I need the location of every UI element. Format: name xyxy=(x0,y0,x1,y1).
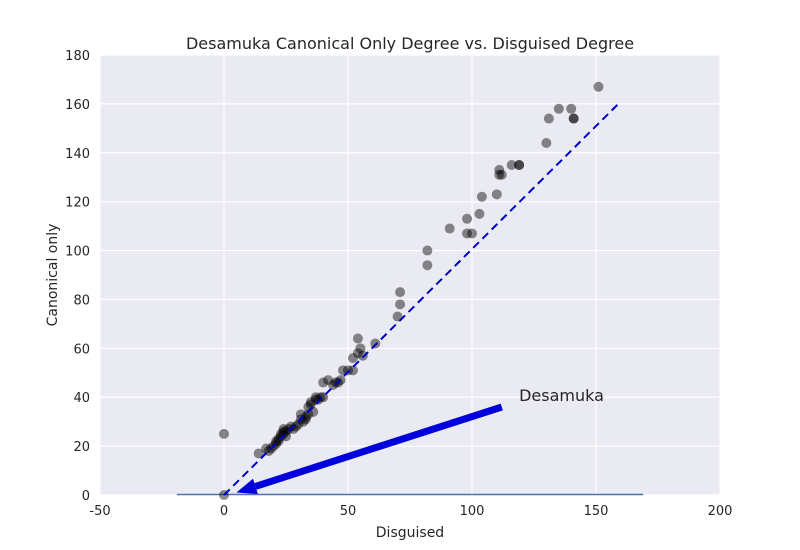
data-point-49 xyxy=(352,333,363,344)
y-tick-label-3: 60 xyxy=(73,342,90,357)
annotation-arrow-shaft xyxy=(254,403,503,490)
y-tick-label-7: 140 xyxy=(65,147,90,162)
data-points xyxy=(219,81,604,500)
data-point-20 xyxy=(288,424,299,434)
data-point-72 xyxy=(543,113,554,124)
data-point-55 xyxy=(395,287,406,298)
y-tick-label-1: 20 xyxy=(73,440,90,455)
data-point-41 xyxy=(330,377,341,388)
data-point-14 xyxy=(278,426,289,437)
y-tick-labels: 0 20 40 60 80 100 120 140 160 180 xyxy=(65,49,90,504)
data-point-70 xyxy=(514,160,525,170)
data-point-8 xyxy=(271,436,282,447)
data-point-48 xyxy=(352,348,363,359)
data-point-36 xyxy=(315,392,326,403)
data-point-64 xyxy=(491,189,502,200)
x-tick-label-0: -50 xyxy=(89,504,110,519)
grid-lines xyxy=(99,54,721,496)
data-point-68 xyxy=(506,160,517,170)
data-point-2 xyxy=(253,448,264,459)
data-point-40 xyxy=(328,380,339,390)
x-tick-label-2: 50 xyxy=(340,504,357,519)
data-point-54 xyxy=(395,299,406,310)
x-tick-label-4: 150 xyxy=(584,504,609,519)
annotation-arrow-head xyxy=(236,478,258,495)
data-point-65 xyxy=(494,169,505,180)
x-tick-label-1: 0 xyxy=(220,504,228,519)
data-point-38 xyxy=(318,377,329,388)
data-point-60 xyxy=(462,213,473,224)
data-point-15 xyxy=(278,424,289,434)
data-point-74 xyxy=(566,103,577,114)
data-point-51 xyxy=(357,350,368,361)
data-point-58 xyxy=(444,223,455,234)
data-point-16 xyxy=(281,431,291,442)
data-point-11 xyxy=(276,431,287,442)
data-point-75 xyxy=(568,113,579,124)
x-tick-labels: -50 0 50 100 150 200 xyxy=(89,504,732,519)
data-point-31 xyxy=(305,399,316,410)
x-tick-label-3: 100 xyxy=(460,504,485,519)
data-point-32 xyxy=(308,406,319,417)
y-tick-label-8: 160 xyxy=(65,98,90,113)
data-point-69 xyxy=(514,160,525,170)
data-point-22 xyxy=(293,419,304,430)
y-tick-label-4: 80 xyxy=(73,293,90,308)
data-point-30 xyxy=(305,397,316,408)
reference-line xyxy=(223,100,622,496)
data-point-28 xyxy=(303,409,314,420)
data-point-66 xyxy=(494,164,505,175)
data-point-61 xyxy=(467,228,477,239)
data-point-73 xyxy=(553,103,564,114)
y-axis-label: Canonical only xyxy=(45,224,61,327)
annotation-layer xyxy=(236,403,503,495)
data-point-27 xyxy=(300,411,311,422)
data-point-3 xyxy=(261,443,272,454)
data-point-18 xyxy=(283,424,294,434)
chart-title: Desamuka Canonical Only Degree vs. Disgu… xyxy=(186,34,634,53)
x-tick-label-5: 200 xyxy=(708,504,733,519)
y-tick-label-5: 100 xyxy=(65,245,90,260)
y-tick-label-9: 180 xyxy=(65,49,90,64)
data-point-63 xyxy=(476,191,487,202)
data-point-47 xyxy=(347,353,358,364)
data-point-10 xyxy=(273,433,284,444)
annotation-label: Desamuka xyxy=(519,386,604,405)
data-point-56 xyxy=(422,260,433,271)
data-point-77 xyxy=(593,81,604,92)
y-tick-label-2: 40 xyxy=(73,391,90,406)
data-point-62 xyxy=(474,208,485,219)
data-point-19 xyxy=(285,421,296,432)
data-point-59 xyxy=(462,228,473,239)
plot-area xyxy=(100,55,720,495)
data-point-34 xyxy=(310,392,321,403)
data-point-76 xyxy=(568,113,579,124)
data-point-0 xyxy=(219,428,229,439)
data-point-57 xyxy=(422,245,433,256)
data-point-35 xyxy=(313,394,324,405)
data-point-39 xyxy=(323,375,334,386)
data-point-50 xyxy=(355,343,366,354)
reference-line-layer xyxy=(223,100,622,496)
data-point-44 xyxy=(338,365,349,376)
data-point-46 xyxy=(347,365,358,376)
data-point-13 xyxy=(278,428,289,439)
data-point-21 xyxy=(290,421,301,432)
data-point-71 xyxy=(541,138,552,148)
data-point-52 xyxy=(370,338,381,349)
data-point-67 xyxy=(496,169,507,180)
y-tick-label-0: 0 xyxy=(82,489,90,504)
data-point-45 xyxy=(343,365,353,376)
y-tick-label-6: 120 xyxy=(65,196,90,211)
data-point-17 xyxy=(281,426,291,437)
x-axis-label: Disguised xyxy=(376,525,444,541)
